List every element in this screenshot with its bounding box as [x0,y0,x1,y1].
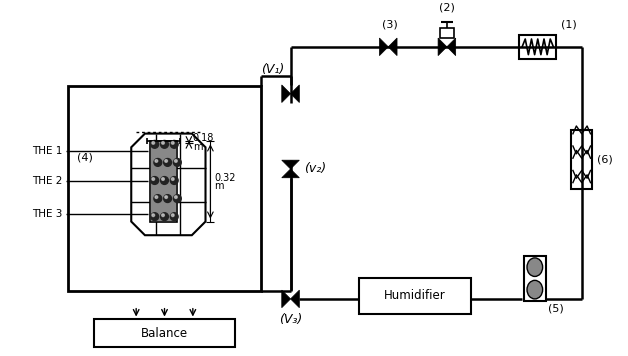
Polygon shape [291,85,300,103]
Bar [440,28,453,38]
Text: (3): (3) [382,19,398,29]
Circle shape [151,213,159,221]
Polygon shape [282,169,300,178]
Polygon shape [379,38,388,56]
Text: (5): (5) [548,304,563,314]
Text: (v₂): (v₂) [304,162,327,176]
Circle shape [171,141,174,144]
Circle shape [161,213,168,221]
Circle shape [152,178,154,180]
Circle shape [161,178,165,180]
Polygon shape [291,290,300,308]
Circle shape [173,195,181,203]
Bar [68,86,261,291]
Circle shape [170,213,178,221]
Circle shape [170,177,178,184]
Ellipse shape [527,281,543,299]
Circle shape [165,196,168,199]
Circle shape [171,214,174,216]
Bar [359,278,471,314]
Text: (V₁): (V₁) [261,63,284,76]
Circle shape [154,158,162,166]
Text: m: m [193,142,202,152]
Text: 0.32: 0.32 [214,173,236,183]
Circle shape [161,141,165,144]
Polygon shape [282,85,291,103]
Text: (V₃): (V₃) [279,313,302,326]
Bar [524,256,546,301]
Circle shape [152,141,154,144]
Circle shape [165,159,168,162]
Text: (4): (4) [77,153,94,163]
Text: (6): (6) [597,154,613,164]
Text: (2): (2) [439,2,455,12]
Polygon shape [388,38,397,56]
Ellipse shape [527,258,543,277]
Circle shape [155,196,158,199]
Text: m: m [214,181,224,192]
Polygon shape [438,38,447,56]
Text: Balance: Balance [141,326,188,340]
Text: THE 2: THE 2 [33,177,63,187]
Bar [571,130,592,189]
Polygon shape [447,38,456,56]
Text: THE 1: THE 1 [33,146,63,156]
Circle shape [152,214,154,216]
Circle shape [155,159,158,162]
Circle shape [171,178,174,180]
Bar [519,35,556,58]
Text: 0.18: 0.18 [193,134,214,143]
Circle shape [164,158,171,166]
Circle shape [161,214,165,216]
Circle shape [161,140,168,148]
Bar [151,142,176,221]
Circle shape [173,158,181,166]
Circle shape [151,177,159,184]
Polygon shape [282,290,291,308]
Bar [94,319,236,347]
Circle shape [175,196,177,199]
Circle shape [164,195,171,203]
Circle shape [170,140,178,148]
Text: THE 3: THE 3 [33,209,63,219]
Text: (1): (1) [561,19,577,29]
Polygon shape [282,160,300,169]
Circle shape [175,159,177,162]
Bar [150,141,177,221]
Circle shape [161,177,168,184]
Text: Humidifier: Humidifier [384,289,446,303]
Circle shape [154,195,162,203]
Circle shape [151,140,159,148]
